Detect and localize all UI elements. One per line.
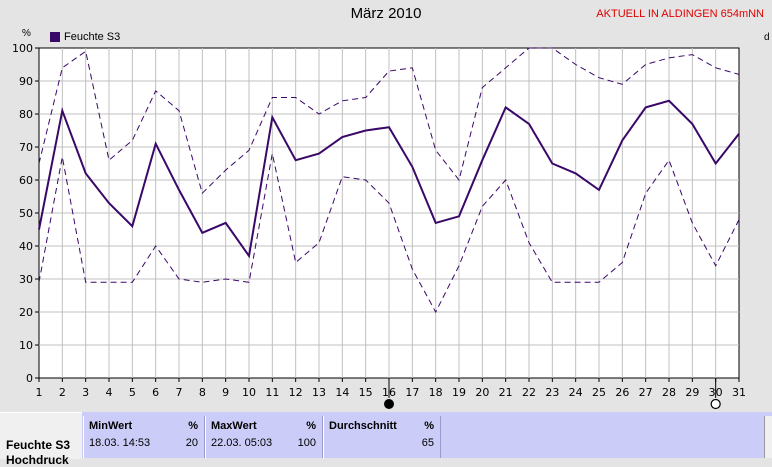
chart-title: März 2010 <box>350 5 422 22</box>
x-tick-label: 27 <box>639 386 653 399</box>
legend-swatch <box>50 32 60 42</box>
chart-area: März 2010 AKTUELL IN ALDINGEN 654mNN % d… <box>12 5 770 410</box>
right-axis-unit: d <box>764 32 770 43</box>
x-tick-label: 15 <box>359 386 373 399</box>
x-tick-label: 18 <box>429 386 443 399</box>
min-label: MinWert <box>89 420 133 432</box>
x-tick-label: 29 <box>685 386 699 399</box>
x-tick-label: 28 <box>662 386 676 399</box>
series-line-min <box>38 153 740 314</box>
y-tick-label: 70 <box>19 141 33 154</box>
avg-label: Durchschnitt <box>329 420 397 432</box>
y-tick-label: 30 <box>19 273 33 286</box>
x-tick-label: 12 <box>289 386 303 399</box>
y-tick-label: 10 <box>19 339 33 352</box>
y-tick-label: 60 <box>19 174 33 187</box>
x-tick-label: 11 <box>265 386 279 399</box>
max-label: MaxWert <box>211 420 257 432</box>
x-tick-label: 25 <box>592 386 606 399</box>
moon-markers <box>384 378 721 410</box>
y-axis-unit: % <box>22 28 31 39</box>
stats-row-label: Feuchte S3 Hochdruck <box>0 412 82 467</box>
x-tick-label: 9 <box>222 386 229 399</box>
series-line-max <box>38 47 740 195</box>
max-time: 22.03. 05:03 <box>211 437 273 449</box>
min-value-cell: MinWert % 18.03. 14:53 20 <box>83 416 205 458</box>
x-tick-label: 23 <box>545 386 559 399</box>
x-tick-label: 24 <box>569 386 583 399</box>
avg-value: 65 <box>421 437 434 449</box>
y-tick-label: 100 <box>12 42 33 55</box>
avg-unit: % <box>424 420 434 432</box>
x-tick-label: 21 <box>499 386 513 399</box>
x-tick-label: 2 <box>59 386 66 399</box>
min-unit: % <box>188 420 198 432</box>
grid <box>38 47 740 379</box>
x-tick-label: 4 <box>106 386 113 399</box>
x-tick-label: 8 <box>199 386 206 399</box>
x-tick-label: 17 <box>405 386 419 399</box>
y-tick-label: 40 <box>19 240 33 253</box>
y-tick-label: 80 <box>19 108 33 121</box>
x-tick-label: 14 <box>335 386 349 399</box>
series <box>38 47 740 314</box>
vertical-scrollbar[interactable] <box>764 416 772 458</box>
x-tick-label: 3 <box>82 386 89 399</box>
max-unit: % <box>306 420 316 432</box>
min-value: 20 <box>185 437 198 449</box>
y-tick-label: 90 <box>19 75 33 88</box>
x-tick-label: 13 <box>312 386 326 399</box>
series-line-humidity <box>38 99 740 259</box>
x-tick-label: 22 <box>522 386 536 399</box>
average-cell: Durchschnitt % 65 <box>323 416 441 458</box>
x-tick-label: 26 <box>615 386 629 399</box>
stats-sensor-label: Feuchte S3 <box>6 438 71 452</box>
x-tick-label: 20 <box>475 386 489 399</box>
y-tick-label: 50 <box>19 207 33 220</box>
new-moon-icon <box>384 399 394 409</box>
x-tick-label: 6 <box>152 386 159 399</box>
stats-sensor-label-2: Hochdruck <box>6 453 69 467</box>
legend-label: Feuchte S3 <box>64 31 121 43</box>
x-tick-label: 1 <box>36 386 43 399</box>
x-tick-label: 31 <box>732 386 746 399</box>
legend: Feuchte S3 <box>50 31 120 43</box>
location-banner: AKTUELL IN ALDINGEN 654mNN <box>596 8 764 20</box>
y-tick-label: 0 <box>26 372 33 385</box>
full-moon-icon <box>710 398 721 410</box>
max-value: 100 <box>297 437 316 449</box>
min-time: 18.03. 14:53 <box>89 437 151 449</box>
x-tick-label: 10 <box>242 386 256 399</box>
y-tick-label: 20 <box>19 306 33 319</box>
max-value-cell: MaxWert % 22.03. 05:03 100 <box>205 416 323 458</box>
x-tick-label: 5 <box>129 386 136 399</box>
x-tick-label: 7 <box>176 386 183 399</box>
x-tick-label: 19 <box>452 386 466 399</box>
stats-panel: Feuchte S3 Hochdruck MinWert % 18.03. 14… <box>0 412 772 467</box>
